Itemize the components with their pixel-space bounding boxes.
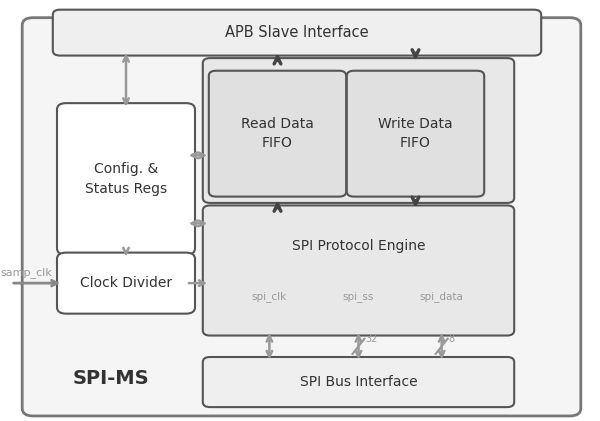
- Text: spi_clk: spi_clk: [252, 291, 287, 302]
- Text: spi_ss: spi_ss: [343, 291, 374, 302]
- FancyBboxPatch shape: [53, 10, 541, 56]
- Text: SPI Bus Interface: SPI Bus Interface: [299, 375, 418, 389]
- Text: Config. &
Status Regs: Config. & Status Regs: [85, 162, 167, 196]
- Text: APB Slave Interface: APB Slave Interface: [225, 25, 369, 40]
- Text: Clock Divider: Clock Divider: [80, 276, 172, 290]
- Text: 32: 32: [365, 334, 378, 344]
- Text: 8: 8: [449, 334, 455, 344]
- Text: SPI Protocol Engine: SPI Protocol Engine: [292, 240, 425, 253]
- FancyBboxPatch shape: [347, 71, 484, 197]
- Text: SPI-MS: SPI-MS: [73, 369, 149, 389]
- FancyBboxPatch shape: [203, 205, 514, 336]
- Text: Write Data
FIFO: Write Data FIFO: [378, 117, 453, 150]
- Text: Read Data
FIFO: Read Data FIFO: [241, 117, 314, 150]
- FancyBboxPatch shape: [203, 357, 514, 407]
- FancyBboxPatch shape: [57, 253, 195, 314]
- FancyBboxPatch shape: [203, 58, 514, 203]
- Text: spi_data: spi_data: [420, 291, 464, 302]
- FancyBboxPatch shape: [209, 71, 346, 197]
- FancyBboxPatch shape: [57, 103, 195, 255]
- Text: samp_clk: samp_clk: [0, 267, 52, 278]
- FancyBboxPatch shape: [22, 18, 581, 416]
